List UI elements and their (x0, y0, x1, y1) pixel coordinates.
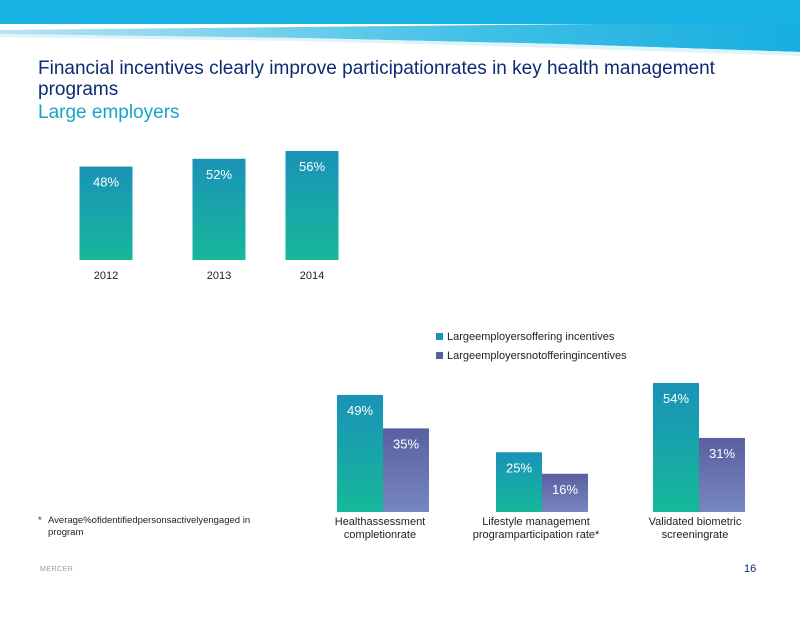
page-number: 16 (744, 563, 757, 575)
header-banner (0, 0, 800, 56)
data-label-year-2013: 52% (206, 167, 232, 182)
bar-biometric-screening-incentives (653, 383, 699, 512)
bar-lifestyle-management-incentives (496, 452, 542, 512)
brand-logo-text: MERCER (40, 566, 74, 573)
legend-swatch-no-incentives (436, 352, 443, 359)
bar-health-assessment-no-incentives (383, 428, 429, 512)
category-label-line: screeningrate (661, 529, 729, 541)
tick-label-year-2014: 2014 (300, 270, 324, 282)
data-label-lifestyle-management-incentives: 25% (506, 460, 532, 475)
bar-biometric-screening-no-incentives (699, 437, 745, 512)
data-label-biometric-screening-incentives: 54% (663, 391, 689, 406)
data-label-year-2012: 48% (93, 175, 119, 190)
category-label-line: Healthassessment (334, 516, 426, 528)
data-label-biometric-screening-no-incentives: 31% (709, 446, 735, 461)
tick-label-year-2013: 2013 (207, 270, 231, 282)
data-label-health-assessment-incentives: 49% (347, 403, 373, 418)
category-label-lifestyle-management: Lifestyle management programparticipatio… (456, 516, 616, 542)
category-label-line: Validated biometric (648, 516, 742, 528)
chart-legend: Largeemployersoffering incentives Largee… (436, 327, 627, 365)
slide-title: Financial incentives clearly improve par… (38, 58, 715, 100)
slide-subtitle: Large employers (38, 102, 180, 123)
bar-year-2012 (79, 166, 133, 260)
legend-swatch-incentives (436, 333, 443, 340)
bar-health-assessment-incentives (337, 394, 383, 512)
category-label-health-assessment: Healthassessment completionrate (315, 516, 445, 542)
bar-year-2014 (285, 151, 339, 260)
legend-entry-no-incentives: Largeemployersnotofferingincentives (436, 346, 627, 365)
category-label-line: Lifestyle management (482, 516, 590, 528)
legend-label-no-incentives: Largeemployersnotofferingincentives (447, 349, 627, 362)
bar-lifestyle-management-no-incentives (542, 473, 588, 512)
category-label-line: completionrate (343, 529, 417, 541)
footnote-marker: * (38, 515, 42, 526)
category-label-biometric-screening: Validated biometric screeningrate (630, 516, 760, 542)
data-label-health-assessment-no-incentives: 35% (393, 436, 419, 451)
bar-year-2013 (192, 158, 246, 260)
data-label-lifestyle-management-no-incentives: 16% (552, 482, 578, 497)
tick-label-year-2012: 2012 (94, 270, 118, 282)
category-label-line: programparticipation rate* (472, 529, 600, 541)
data-label-year-2014: 56% (299, 159, 325, 174)
footnote-text: Average%ofidentifiedpersonsactivelyengag… (48, 515, 251, 538)
legend-entry-incentives: Largeemployersoffering incentives (436, 327, 627, 346)
legend-label-incentives: Largeemployersoffering incentives (447, 330, 615, 343)
